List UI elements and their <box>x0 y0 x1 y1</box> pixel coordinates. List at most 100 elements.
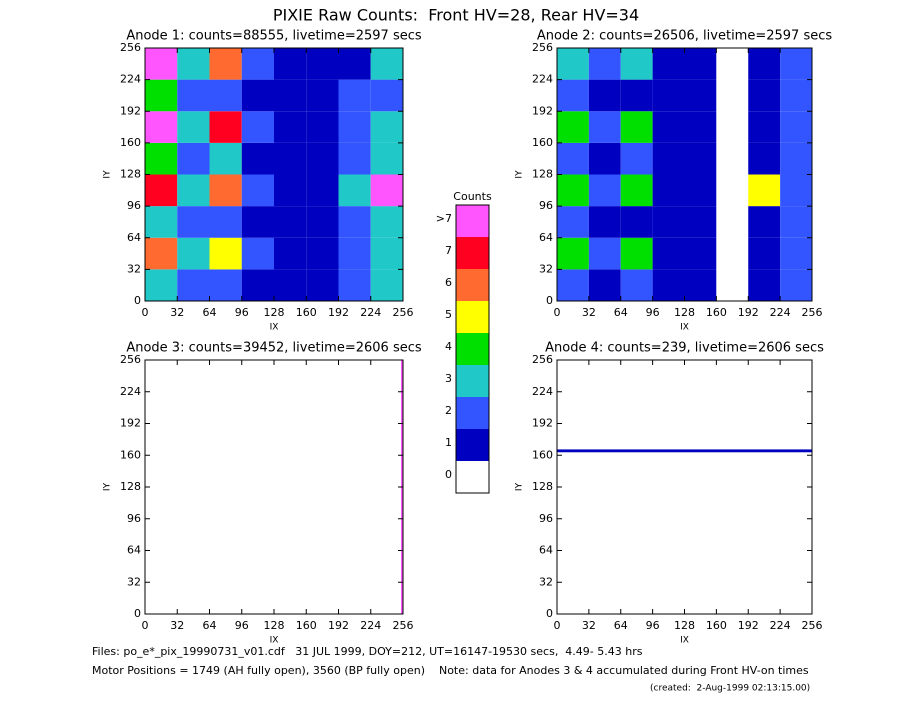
heat-cell <box>274 269 307 301</box>
heat-cell <box>588 237 621 270</box>
x-tick-label: 192 <box>738 619 759 632</box>
x-tick-label: 32 <box>582 306 596 319</box>
y-tick-label: 64 <box>539 231 553 244</box>
heat-cell <box>209 48 242 80</box>
heat-cell <box>652 174 685 207</box>
x-tick-label: 256 <box>393 306 414 319</box>
colorbar-label: 0 <box>445 468 452 481</box>
colorbar-swatch <box>456 461 489 493</box>
heat-cell <box>241 237 274 270</box>
x-tick-label: 256 <box>802 306 823 319</box>
heat-cell <box>209 111 242 143</box>
heat-cell <box>557 360 812 450</box>
y-tick-label: 96 <box>539 199 553 212</box>
x-tick-label: 160 <box>706 619 727 632</box>
heat-cell <box>338 237 371 270</box>
heat-cell <box>748 237 781 270</box>
x-tick-label: 96 <box>646 306 660 319</box>
x-tick-label: 64 <box>614 306 628 319</box>
x-axis-label: IX <box>270 636 279 646</box>
heat-cell <box>780 206 812 238</box>
x-tick-label: 96 <box>235 619 249 632</box>
heat-cell <box>338 79 371 112</box>
heat-cell <box>370 79 403 112</box>
heat-cell <box>716 206 749 238</box>
heat-cell <box>557 79 589 112</box>
heat-cell <box>748 269 781 301</box>
heat-cell <box>588 269 621 301</box>
heat-cell <box>716 174 749 207</box>
y-axis-label: IY <box>103 482 113 491</box>
x-tick-label: 32 <box>582 619 596 632</box>
heat-cell <box>557 174 589 207</box>
heat-cell <box>716 48 749 80</box>
heat-cell <box>241 142 274 175</box>
heat-cell <box>274 48 307 80</box>
footer-line: Motor Positions = 1749 (AH fully open), … <box>92 664 809 677</box>
y-tick-label: 192 <box>532 417 553 430</box>
heat-cell <box>652 269 685 301</box>
colorbar-label: 2 <box>445 404 452 417</box>
heat-cell <box>684 206 717 238</box>
y-axis-label: IY <box>103 170 113 179</box>
heat-cell <box>274 111 307 143</box>
heat-cell <box>780 79 812 112</box>
colorbar-label: 4 <box>445 340 452 353</box>
heat-cell <box>209 237 242 270</box>
heat-cell <box>241 48 274 80</box>
x-axis-label: IX <box>680 323 689 333</box>
heat-cell <box>780 174 812 207</box>
heat-cell <box>780 269 812 301</box>
heat-cell <box>370 48 403 80</box>
y-tick-label: 160 <box>120 136 141 149</box>
heat-cell <box>306 111 339 143</box>
heat-cell <box>209 174 242 207</box>
heat-cell <box>241 174 274 207</box>
heat-cell <box>557 452 812 614</box>
heat-cell <box>370 174 403 207</box>
heat-cell <box>145 174 178 207</box>
heat-cell <box>684 142 717 175</box>
panel-title: Anode 1: counts=88555, livetime=2597 sec… <box>126 29 422 44</box>
heat-cell <box>684 237 717 270</box>
x-tick-label: 224 <box>360 306 381 319</box>
heat-cell <box>177 269 210 301</box>
y-tick-label: 256 <box>120 353 141 366</box>
heat-cell <box>620 237 653 270</box>
x-tick-label: 160 <box>296 306 317 319</box>
heat-cell <box>145 79 178 112</box>
heat-cell <box>145 206 178 238</box>
heat-cell <box>716 79 749 112</box>
x-tick-label: 224 <box>770 306 791 319</box>
colorbar-label: 5 <box>445 308 452 321</box>
x-tick-label: 64 <box>203 619 217 632</box>
x-tick-label: 128 <box>674 619 695 632</box>
heat-cell <box>620 269 653 301</box>
x-tick-label: 32 <box>170 619 184 632</box>
x-axis-label: IX <box>270 323 279 333</box>
y-tick-label: 32 <box>539 575 553 588</box>
heat-cell <box>306 142 339 175</box>
y-tick-label: 160 <box>532 136 553 149</box>
x-tick-label: 192 <box>328 306 349 319</box>
colorbar-label: >7 <box>436 212 452 225</box>
colorbar-swatch <box>456 205 489 237</box>
heat-cell <box>306 237 339 270</box>
heat-cell <box>716 142 749 175</box>
y-tick-label: 128 <box>120 168 141 181</box>
heat-cell <box>748 206 781 238</box>
heat-cell <box>588 174 621 207</box>
heat-cell <box>370 237 403 270</box>
y-tick-label: 96 <box>539 512 553 525</box>
y-tick-label: 0 <box>546 294 553 307</box>
y-tick-label: 64 <box>127 544 141 557</box>
heat-cell <box>145 48 178 80</box>
y-tick-label: 128 <box>532 168 553 181</box>
colorbar-swatch <box>456 237 489 269</box>
heat-cell <box>748 48 781 80</box>
x-axis-label: IX <box>680 636 689 646</box>
x-tick-label: 128 <box>674 306 695 319</box>
heat-cell <box>274 206 307 238</box>
heat-cell <box>370 269 403 301</box>
heat-cell <box>274 174 307 207</box>
